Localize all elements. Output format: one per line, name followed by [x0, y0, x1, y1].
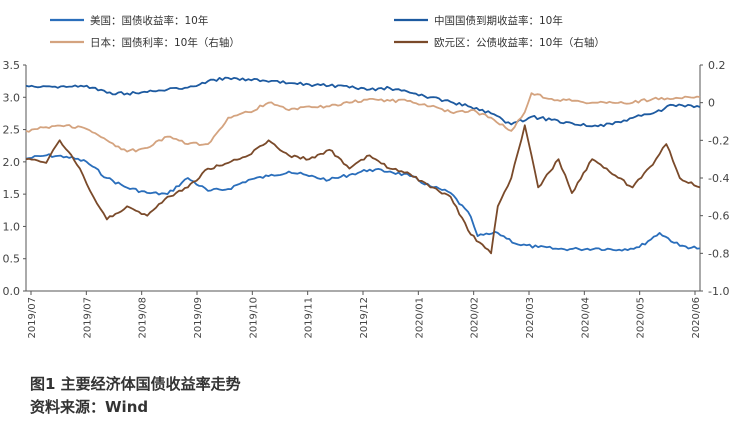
x-tick-label: 2019/08: [138, 297, 149, 339]
legend-label: 中国国债到期收益率：10年: [434, 14, 563, 27]
x-tick-label: 2020/01: [414, 297, 425, 339]
legend-label: 美国：国债收益率：10年: [90, 14, 208, 27]
series-line: [25, 153, 701, 252]
left-tick-label: 1.5: [3, 188, 21, 201]
left-tick-label: 1.0: [3, 220, 21, 233]
x-tick-label: 2019/07: [82, 297, 93, 339]
x-tick-label: 2020/03: [525, 297, 536, 339]
left-tick-label: 0.5: [3, 253, 21, 266]
legend-label: 欧元区：公债收益率：10年（右轴）: [434, 36, 605, 49]
right-tick-label: 0.2: [708, 59, 726, 72]
x-tick-label: 2020/06: [691, 297, 702, 339]
figure-caption: 图1 主要经济体国债收益率走势: [30, 375, 241, 393]
right-tick-label: -0.2: [708, 134, 729, 147]
source-note: 资料来源：Wind: [30, 398, 149, 416]
left-tick-label: 3.0: [3, 91, 21, 104]
x-tick-label: 2020/04: [580, 297, 591, 339]
right-tick-label: 0: [708, 97, 715, 110]
right-tick-label: -0.4: [708, 172, 729, 185]
x-tick-label: 2019/07: [27, 297, 38, 339]
x-tick-label: 2019/11: [304, 297, 315, 339]
x-tick-label: 2020/05: [636, 297, 647, 339]
series-line: [25, 124, 701, 255]
bond-yield-chart: 0.0 0.5 1.0 1.5 2.0 2.5 3.0 3.5 -1.0 -0.8 -0.6 -0.4…: [3, 14, 730, 339]
series-line: [25, 76, 701, 128]
x-tick-label: 2019/12: [359, 297, 370, 339]
legend-label: 日本：国债利率：10年（右轴）: [90, 36, 240, 49]
right-tick-label: -0.8: [708, 247, 729, 260]
left-tick-label: 0.0: [3, 285, 21, 298]
x-tick-label: 2019/10: [248, 297, 259, 339]
series-line: [25, 92, 701, 153]
right-tick-label: -1.0: [708, 285, 729, 298]
right-tick-label: -0.6: [708, 210, 729, 223]
x-tick-label: 2020/02: [470, 297, 481, 339]
left-tick-label: 3.5: [3, 59, 21, 72]
left-tick-label: 2.5: [3, 124, 21, 137]
left-tick-label: 2.0: [3, 156, 21, 169]
x-tick-label: 2019/09: [193, 297, 204, 339]
